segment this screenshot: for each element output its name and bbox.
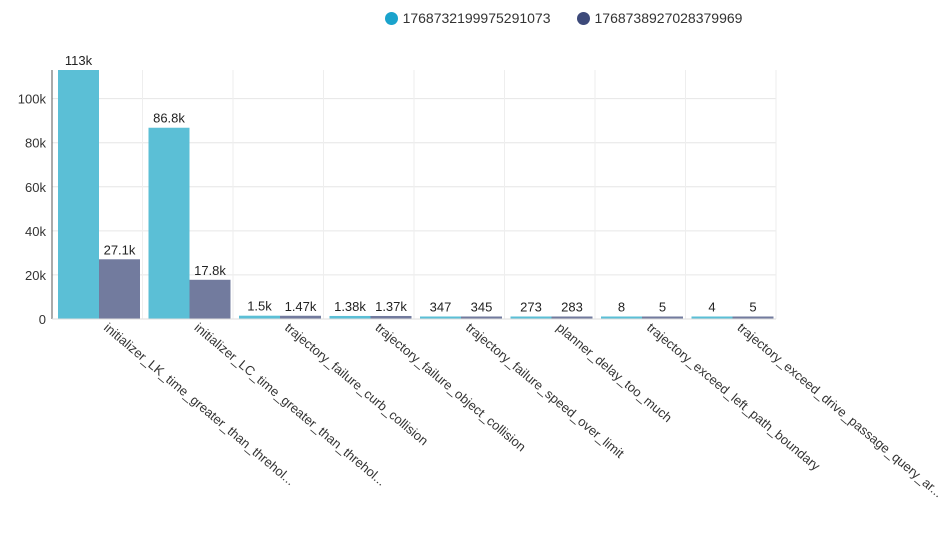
x-tick-label: initializer_LK_time_greater_than_threhol… xyxy=(101,320,298,489)
y-tick-label: 60k xyxy=(25,180,46,195)
data-label: 1.5k xyxy=(247,299,272,314)
legend-label-series-1: 1768732199975291073 xyxy=(402,10,551,26)
y-tick-label: 0 xyxy=(39,312,46,327)
bar-series-1[interactable] xyxy=(601,316,642,320)
y-tick-label: 100k xyxy=(18,92,47,107)
data-label: 8 xyxy=(618,300,625,315)
bar-series-2[interactable] xyxy=(99,259,140,319)
y-tick-label: 80k xyxy=(25,136,46,151)
bar-series-2[interactable] xyxy=(370,315,412,319)
bar-series-2[interactable] xyxy=(461,316,502,320)
bar-series-2[interactable] xyxy=(732,316,774,320)
bar-series-2[interactable] xyxy=(642,316,683,320)
data-label: 4 xyxy=(708,300,715,315)
bar-series-1[interactable] xyxy=(239,315,280,319)
data-label: 86.8k xyxy=(153,111,185,126)
bar-series-1[interactable] xyxy=(58,70,99,319)
bar-series-2[interactable] xyxy=(551,316,593,320)
bar-series-2[interactable] xyxy=(189,279,231,319)
data-label: 27.1k xyxy=(104,242,136,257)
legend-item-series-1[interactable]: 1768732199975291073 xyxy=(384,10,551,26)
data-label: 1.38k xyxy=(334,299,366,314)
data-label: 1.47k xyxy=(285,299,317,314)
x-tick-label: trajectory_failure_speed_over_limit xyxy=(463,320,627,461)
bar-series-1[interactable] xyxy=(420,316,461,320)
x-tick-label: trajectory_failure_object_collision xyxy=(373,320,529,455)
x-tick-label: initializer_LC_time_greater_than_threhol… xyxy=(192,320,389,489)
x-tick-label: trajectory_exceed_left_path_boundary xyxy=(644,320,823,474)
legend-label-series-2: 1768738927028379969 xyxy=(594,10,743,26)
bar-series-1[interactable] xyxy=(148,127,190,319)
x-tick-label: trajectory_failure_curb_collision xyxy=(282,320,431,449)
legend: 1768732199975291073 1768738927028379969 xyxy=(0,10,947,26)
bar-series-2[interactable] xyxy=(280,315,321,319)
y-tick-label: 20k xyxy=(25,268,46,283)
data-label: 113k xyxy=(65,53,93,68)
data-label: 5 xyxy=(659,300,666,315)
y-tick-label: 40k xyxy=(25,224,46,239)
data-label: 273 xyxy=(520,300,542,315)
legend-swatch-series-2 xyxy=(576,11,590,25)
data-label: 5 xyxy=(749,300,756,315)
legend-swatch-series-1 xyxy=(384,11,398,25)
data-label: 283 xyxy=(561,300,583,315)
data-label: 347 xyxy=(430,300,452,315)
bar-series-1[interactable] xyxy=(329,315,371,319)
legend-item-series-2[interactable]: 1768738927028379969 xyxy=(576,10,743,26)
bar-series-1[interactable] xyxy=(510,316,552,320)
x-tick-label: trajectory_exceed_drive_passage_query_ar… xyxy=(735,320,946,501)
data-label: 17.8k xyxy=(194,263,226,278)
bar-series-1[interactable] xyxy=(691,316,733,320)
data-label: 1.37k xyxy=(375,299,407,314)
data-label: 345 xyxy=(471,300,493,315)
